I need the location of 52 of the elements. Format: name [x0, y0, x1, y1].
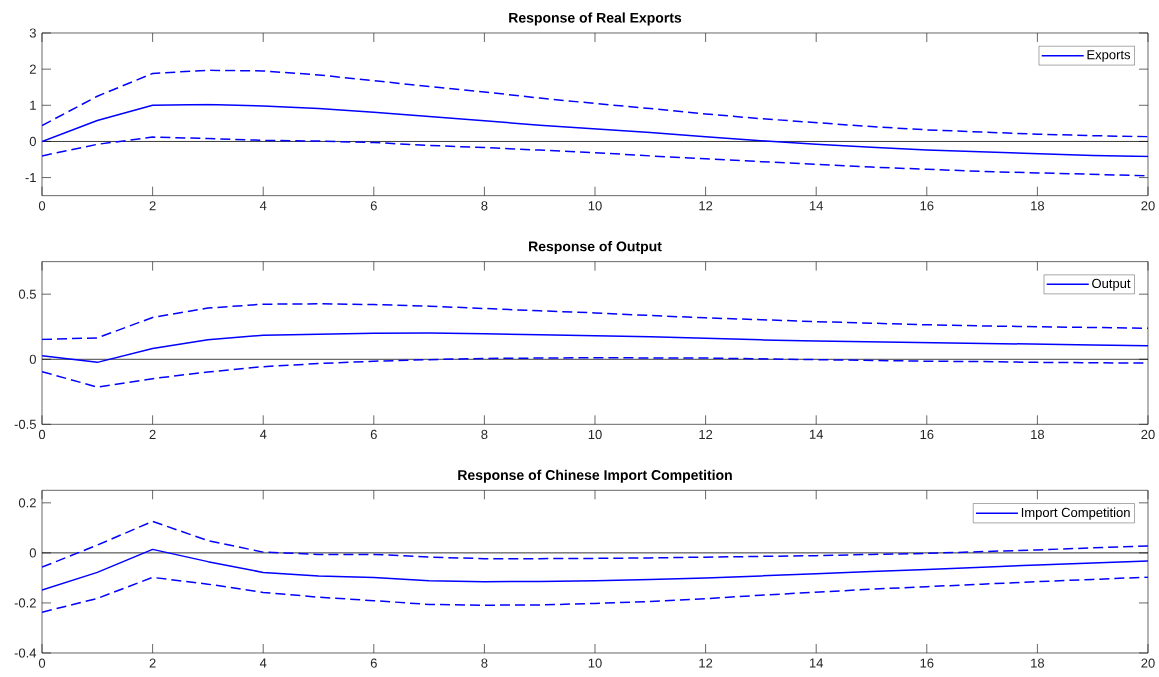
x-tick-label: 12: [699, 658, 713, 668]
y-tick-label: 3: [29, 28, 36, 38]
y-tick-label: -0.4: [14, 648, 37, 658]
x-tick-label: 2: [149, 658, 156, 668]
x-tick-label: 20: [1141, 658, 1155, 668]
y-tick-label: 0.5: [18, 289, 36, 299]
y-tick-label: 0: [29, 136, 36, 147]
legend-label: Import Competition: [1021, 507, 1130, 520]
x-tick-label: 14: [809, 201, 824, 211]
x-tick-label: 10: [588, 201, 602, 211]
x-tick-label: 20: [1141, 201, 1155, 211]
y-tick-label: -0.2: [14, 598, 36, 608]
x-tick-label: 14: [809, 429, 824, 439]
y-tick-label: 1: [30, 100, 36, 110]
line-series: [42, 548, 1148, 591]
x-tick-label: 2: [149, 201, 156, 211]
x-tick-label: 8: [481, 658, 488, 668]
x-tick-label: 16: [920, 429, 934, 440]
y-tick-label: -1: [25, 173, 36, 183]
x-tick-label: 2: [149, 429, 156, 439]
y-tick-label: 0: [29, 548, 36, 558]
y-tick-label: 0: [29, 354, 36, 364]
y-tick-label: 2: [29, 64, 36, 74]
y-tick-label: -0.5: [14, 419, 36, 429]
chart-title: Response of Chinese Import Competition: [458, 469, 732, 483]
x-tick-label: 4: [259, 429, 267, 439]
x-tick-label: 6: [370, 429, 377, 440]
x-tick-label: 16: [920, 658, 934, 668]
x-tick-label: 6: [370, 201, 377, 211]
x-tick-label: 10: [588, 658, 602, 668]
x-tick-label: 0: [38, 658, 46, 668]
x-tick-label: 18: [1031, 658, 1045, 668]
x-tick-label: 6: [370, 658, 377, 668]
x-tick-label: 18: [1031, 429, 1045, 440]
x-tick-label: 12: [699, 201, 713, 211]
x-tick-label: 0: [38, 429, 46, 440]
x-tick-label: 20: [1141, 429, 1155, 440]
x-tick-label: 18: [1031, 201, 1045, 211]
chart-title: Response of Real Exports: [509, 12, 682, 26]
x-tick-label: 14: [809, 658, 824, 668]
chart-title: Response of Output: [529, 241, 662, 255]
y-tick-label: 0.2: [18, 498, 36, 508]
x-tick-label: 4: [259, 201, 267, 211]
x-tick-label: 8: [481, 429, 488, 440]
x-tick-label: 4: [259, 658, 267, 668]
x-tick-label: 12: [699, 429, 713, 439]
x-tick-label: 16: [920, 201, 934, 211]
legend-label: Exports: [1087, 50, 1131, 62]
x-tick-label: 0: [38, 201, 46, 211]
x-tick-label: 10: [588, 429, 602, 440]
x-tick-label: 8: [481, 201, 488, 211]
legend-label: Output: [1092, 278, 1131, 291]
